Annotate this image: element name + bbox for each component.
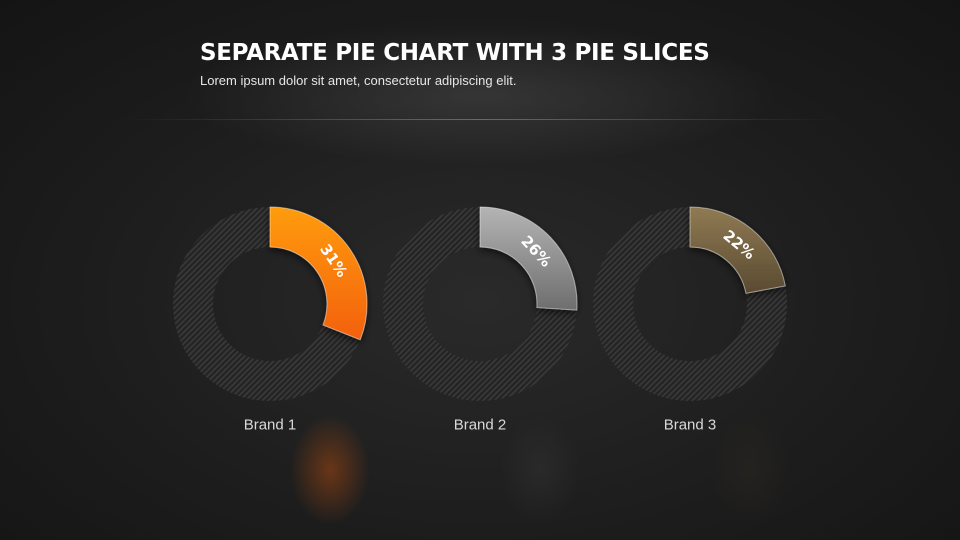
page-subtitle: Lorem ipsum dolor sit amet, consectetur … (200, 73, 517, 88)
slice-reflection (710, 415, 790, 525)
slice-reflection (290, 415, 370, 525)
slice-reflection (500, 415, 580, 525)
header-divider (120, 119, 840, 120)
pie-slice (269, 206, 368, 341)
category-label: Brand 1 (244, 417, 297, 434)
category-label: Brand 2 (454, 417, 507, 434)
page-title: SEPARATE PIE CHART WITH 3 PIE SLICES (200, 40, 710, 66)
pie-slice (689, 206, 786, 294)
pie-slice (479, 206, 578, 311)
category-label: Brand 3 (664, 417, 717, 434)
